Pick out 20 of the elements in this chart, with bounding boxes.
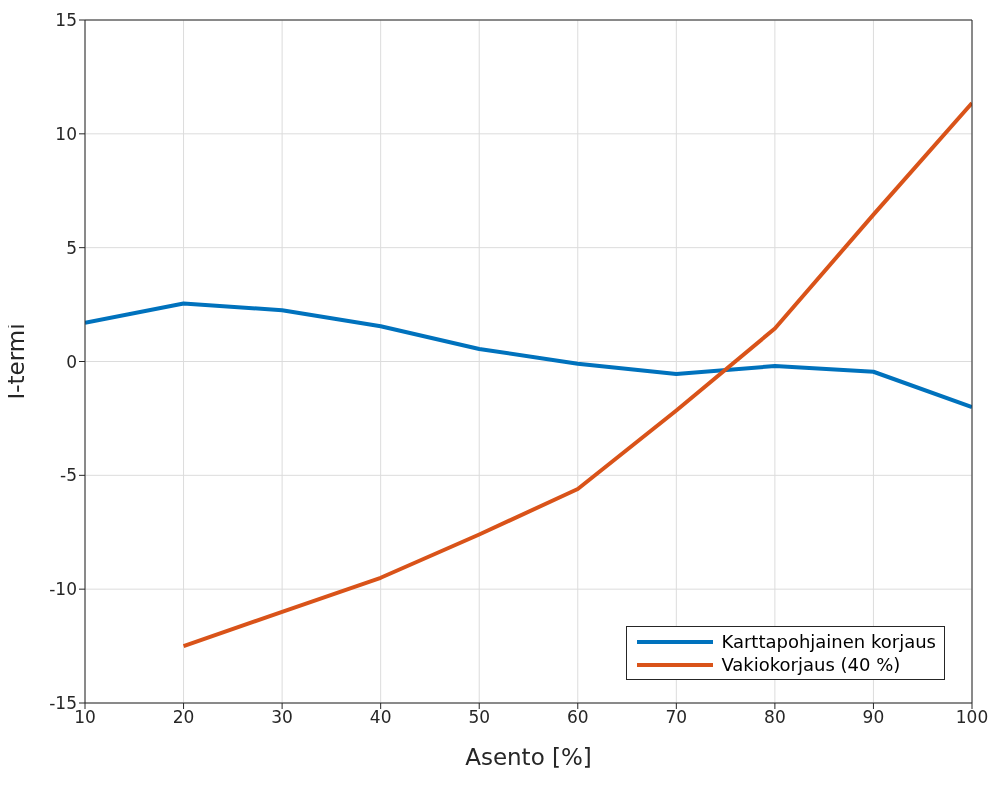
y-tick-label: -5 bbox=[60, 465, 77, 486]
legend-label: Vakiokorjaus (40 %) bbox=[721, 654, 901, 675]
y-tick-label: 0 bbox=[66, 351, 77, 372]
y-tick-label: -15 bbox=[49, 693, 77, 714]
x-tick-label: 90 bbox=[862, 707, 885, 728]
y-tick-label: 10 bbox=[55, 123, 77, 144]
x-tick-label: 50 bbox=[468, 707, 491, 728]
legend-label: Karttapohjainen korjaus bbox=[721, 631, 936, 652]
x-tick-label: 30 bbox=[271, 707, 293, 728]
y-tick-label: 15 bbox=[55, 10, 77, 31]
x-tick-label: 70 bbox=[665, 707, 688, 728]
x-tick-label: 60 bbox=[566, 707, 589, 728]
x-tick-label: 20 bbox=[172, 707, 195, 728]
x-tick-label: 40 bbox=[369, 707, 392, 728]
y-tick-label: 5 bbox=[66, 237, 77, 258]
line-series bbox=[85, 301, 972, 410]
x-tick-label: 100 bbox=[955, 707, 989, 728]
y-tick-label: -10 bbox=[49, 579, 77, 600]
x-tick-label: 80 bbox=[764, 707, 786, 728]
x-axis-title: Asento [%] bbox=[465, 744, 592, 770]
